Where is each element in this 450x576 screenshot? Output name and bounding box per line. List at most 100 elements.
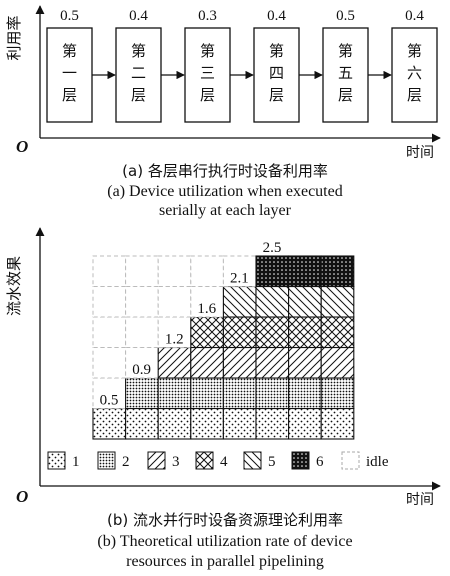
legend-label-2: 2: [122, 454, 130, 470]
panel-b-caption-en-line2: resources in parallel pipelining: [126, 553, 324, 570]
layer-utilization-2: 0.4: [129, 8, 148, 24]
pipeline-cell-layer3-t8: [320, 346, 355, 379]
legend-swatch-2: [97, 451, 116, 470]
layer-utilization-5: 0.5: [336, 8, 355, 24]
pipeline-cell-layer4-t8: [320, 316, 355, 349]
legend-label-5: 5: [268, 454, 276, 470]
step-value-6: 2.5: [263, 240, 282, 256]
step-value-labels: 0.5 0.9 1.2 1.6 2.1 2.5: [100, 240, 282, 409]
pipeline-cell-layer4-t7: [288, 316, 322, 349]
layer-label-6: 第六层: [407, 42, 422, 104]
pipeline-cell-layer2-t3: [157, 377, 192, 410]
panel-a-caption-cn: (a) 各层串行执行时设备利用率: [122, 162, 328, 180]
panel-a-caption-en-line2: serially at each layer: [159, 202, 292, 219]
idle-cell-layer4-t1: [92, 316, 127, 348]
pipeline-cell-layer3-t7: [288, 346, 322, 379]
pipeline-cell-layer4-t5: [222, 316, 257, 349]
legend-label-6: 6: [316, 454, 324, 470]
legend-swatch-3: [147, 451, 166, 470]
idle-cell-layer4-t2: [125, 316, 159, 348]
legend-label-idle: idle: [366, 454, 389, 470]
legend-swatch-idle: [341, 451, 360, 470]
pipeline-cell-layer4-t6: [255, 316, 290, 349]
idle-cell-layer6-t2: [125, 255, 159, 287]
idle-cell-layer3-t2: [125, 347, 159, 379]
panel-b-y-axis-label: 流水效果: [5, 256, 23, 316]
pipeline-cell-layer3-t4: [190, 346, 224, 379]
pipeline-cell-layer2-t8: [320, 377, 355, 410]
legend-swatch-5: [243, 451, 262, 470]
step-value-4: 1.6: [197, 301, 216, 317]
pipeline-cell-layer1-t1: [92, 407, 127, 440]
idle-cell-layer6-t4: [190, 255, 224, 287]
pipeline-cell-layer1-t2: [125, 407, 159, 440]
step-value-1: 0.5: [100, 393, 119, 409]
layer-box-1: [46, 27, 93, 123]
pipeline-grid: [92, 255, 355, 440]
legend-label-4: 4: [220, 454, 228, 470]
legend-label-3: 3: [172, 454, 180, 470]
pipeline-cell-layer5-t8: [320, 285, 355, 318]
pipeline-cell-layer3-t6: [255, 346, 290, 379]
pipeline-cell-layer5-t7: [288, 285, 322, 318]
layer-utilization-4: 0.4: [267, 8, 286, 24]
layer-utilization-3: 0.3: [198, 8, 217, 24]
pipeline-cell-layer6-t8: [320, 255, 355, 288]
pipeline-cell-layer5-t6: [255, 285, 290, 318]
pipeline-cell-layer1-t6: [255, 407, 290, 440]
panel-b-origin-label: O: [16, 487, 28, 506]
panel-b-x-axis-label: 时间: [406, 492, 434, 508]
layer-label-5: 第五层: [338, 42, 353, 104]
pipeline-cell-layer6-t6: [255, 255, 290, 288]
idle-cell-layer3-t1: [92, 347, 127, 379]
idle-cell-layer6-t3: [157, 255, 192, 287]
layer-utilization-1: 0.5: [60, 8, 79, 24]
layer-box-2: [115, 27, 162, 123]
panel-a-y-axis-label: 利用率: [5, 15, 23, 60]
pipeline-cell-layer1-t8: [320, 407, 355, 440]
step-value-2: 0.9: [132, 362, 151, 378]
legend-label-1: 1: [72, 454, 80, 470]
panel-b-caption-cn: (b) 流水并行时设备资源理论利用率: [107, 511, 343, 529]
legend-swatch-6: [291, 451, 310, 470]
pipeline-cell-layer5-t5: [222, 285, 257, 318]
layer-box-5: [322, 27, 369, 123]
pipeline-cell-layer3-t5: [222, 346, 257, 379]
layer-utilization-6: 0.4: [405, 8, 424, 24]
layer-label-2: 第二层: [131, 42, 146, 104]
step-value-5: 2.1: [230, 271, 249, 287]
pipeline-cell-layer6-t7: [288, 255, 322, 288]
panel-b: 流水效果 时间 O 0.50.91.21.62.12.5 1 2 3 4 5 6 idle …: [5, 227, 441, 570]
idle-cell-layer5-t2: [125, 286, 159, 318]
pattern-legend: 1 2 3 4 5 6 idle: [47, 451, 389, 470]
pipeline-cell-layer1-t7: [288, 407, 322, 440]
panel-a-caption-en-line1: (a) Device utilization when executed: [107, 183, 342, 200]
layer-box-6: [391, 27, 438, 123]
pipeline-cell-layer2-t4: [190, 377, 224, 410]
legend-swatch-4: [195, 451, 214, 470]
panel-a-x-axis-label: 时间: [406, 145, 434, 161]
panel-b-caption-en-line1: (b) Theoretical utilization rate of devi…: [97, 533, 352, 550]
panel-a: 利用率 时间 O 0.5第一层0.4第二层0.3第三层0.4第四层0.5第五层0…: [5, 5, 441, 219]
layer-label-1: 第一层: [62, 42, 77, 104]
layer-boxes: 0.5 第一层 0.4 第二层 0.3 第三层 0.4 第四层 0.5 第五层 0.4 第六层: [46, 8, 438, 123]
panel-a-origin-label: O: [16, 137, 28, 156]
step-value-3: 1.2: [165, 332, 184, 348]
pipeline-cell-layer2-t2: [125, 377, 159, 410]
idle-cell-layer6-t1: [92, 255, 127, 287]
layer-box-3: [184, 27, 231, 123]
pipeline-cell-layer2-t7: [288, 377, 322, 410]
pipeline-cell-layer1-t3: [157, 407, 192, 440]
pipeline-cell-layer2-t6: [255, 377, 290, 410]
legend-swatch-1: [47, 451, 66, 470]
pipeline-cell-layer2-t5: [222, 377, 257, 410]
pipeline-cell-layer1-t5: [222, 407, 257, 440]
pipeline-cell-layer4-t4: [190, 316, 224, 349]
idle-cell-layer6-t5: [222, 255, 257, 287]
idle-cell-layer5-t3: [157, 286, 192, 318]
layer-label-4: 第四层: [269, 42, 284, 104]
pipeline-cell-layer3-t3: [157, 346, 192, 379]
pipeline-cell-layer1-t4: [190, 407, 224, 440]
idle-cell-layer5-t1: [92, 286, 127, 318]
